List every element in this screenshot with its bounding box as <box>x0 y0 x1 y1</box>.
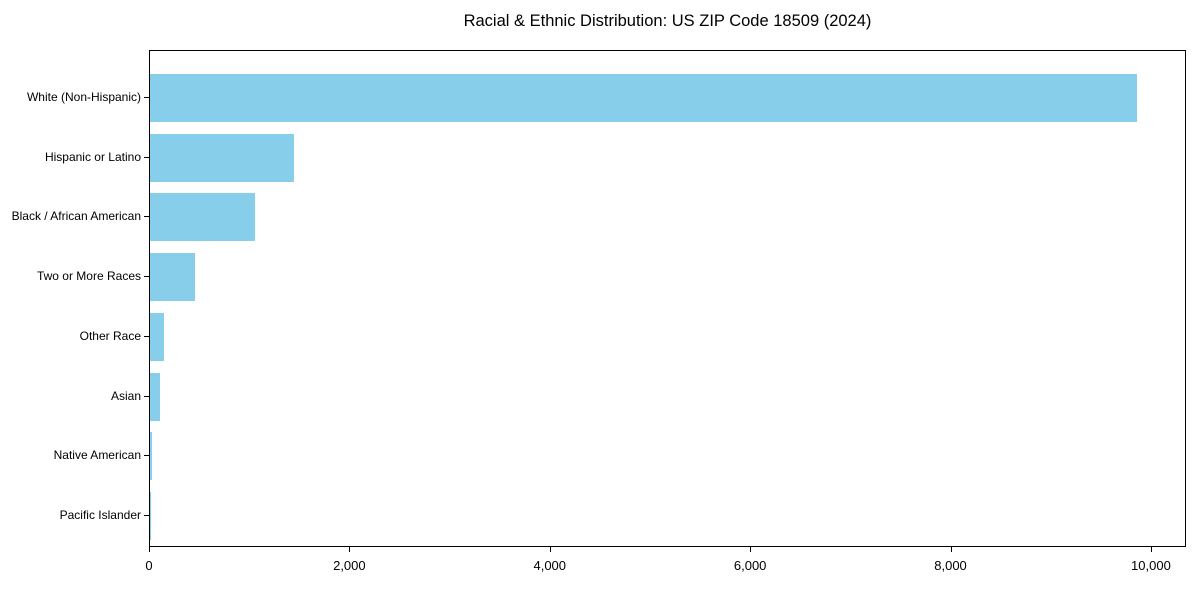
x-tick-label: 4,000 <box>533 558 567 573</box>
y-axis-label: Hispanic or Latino <box>44 149 141 164</box>
x-tick <box>750 547 752 552</box>
bar <box>150 74 1137 122</box>
y-tick <box>144 514 149 516</box>
y-axis-label: Two or More Races <box>36 269 141 284</box>
bar <box>150 253 196 302</box>
bar <box>150 312 164 361</box>
x-tick <box>950 547 952 552</box>
y-tick <box>144 395 149 397</box>
x-tick-label: 8,000 <box>934 558 967 573</box>
y-axis-label: White (Non-Hispanic) <box>26 90 141 104</box>
x-tick <box>549 547 551 552</box>
y-axis-label: Asian <box>110 388 141 403</box>
bar <box>150 133 295 182</box>
x-tick <box>149 547 150 552</box>
y-tick <box>144 276 149 278</box>
bar <box>150 372 160 421</box>
y-axis-label: Other Race <box>79 328 141 343</box>
y-axis-label: Native American <box>53 448 141 463</box>
x-tick-label: 10,000 <box>1131 558 1171 573</box>
chart-title: Racial & Ethnic Distribution: US ZIP Cod… <box>463 12 872 30</box>
y-tick <box>144 216 149 218</box>
x-tick <box>1150 547 1152 552</box>
x-tick-label: 6,000 <box>733 558 767 573</box>
bar <box>150 193 255 242</box>
x-tick-label: 2,000 <box>333 558 366 573</box>
x-tick <box>349 547 351 552</box>
y-tick <box>144 455 149 457</box>
y-tick <box>144 335 149 337</box>
x-tick-label: 0 <box>145 558 153 573</box>
bar <box>150 491 151 540</box>
y-tick <box>144 97 149 98</box>
bar <box>150 432 152 481</box>
y-axis-label: Black / African American <box>11 209 141 224</box>
y-tick <box>144 156 149 158</box>
plot-area <box>149 50 1186 547</box>
y-axis-label: Pacific Islander <box>59 507 141 522</box>
